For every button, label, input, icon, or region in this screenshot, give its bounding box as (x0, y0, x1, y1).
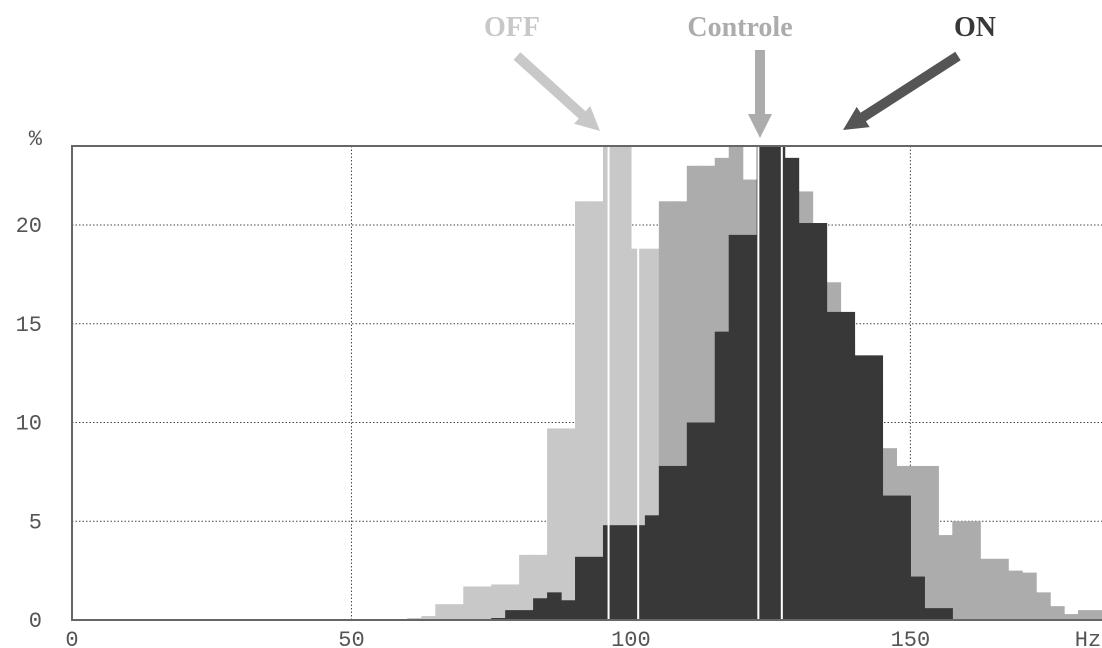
annotation-arrow-on (843, 51, 961, 130)
bar-on-1 (505, 610, 520, 620)
bar-controle-22 (952, 521, 967, 620)
bar-on-9 (616, 525, 632, 620)
y-tick-label-0: 0 (29, 609, 42, 634)
bar-on-31 (924, 608, 939, 620)
axis-ticks: 0 50 100 150 0 5 10 15 20 Hz% (16, 127, 1102, 648)
bar-on-22 (798, 223, 814, 620)
series-on-bars (491, 146, 953, 620)
bar-off-10 (547, 428, 562, 620)
bar-off-6 (491, 584, 506, 620)
y-tick-label-2: 10 (16, 412, 42, 437)
bar-on-29 (896, 495, 911, 620)
bar-off-3 (449, 604, 464, 620)
bar-on-3 (533, 598, 548, 620)
bar-controle-27 (1022, 572, 1037, 620)
x-tick-label-0: 0 (65, 628, 78, 648)
bar-off-15 (616, 146, 632, 620)
y-tick-label-3: 15 (16, 313, 42, 338)
bar-on-24 (826, 311, 842, 620)
x-tick-label-2: 100 (611, 628, 651, 648)
bar-off-11 (561, 428, 576, 620)
y-tick-label-4: 20 (16, 214, 42, 239)
y-axis-unit-label: % (29, 127, 43, 152)
bar-on-23 (812, 223, 828, 620)
bar-off-13 (589, 201, 604, 621)
plot-frame (71, 145, 1102, 621)
bar-controle-26 (1008, 570, 1023, 620)
x-axis-unit-label: Hz (1075, 628, 1101, 648)
annotation-label-off: OFF (484, 12, 540, 43)
bar-on-7 (589, 556, 604, 620)
bar-on-16 (714, 331, 730, 620)
bar-off-14 (602, 146, 618, 620)
bar-on-18 (742, 234, 758, 620)
bar-controle-28 (1036, 592, 1051, 620)
bar-controle-30 (1064, 614, 1079, 620)
bar-controle-31 (1078, 610, 1093, 620)
bar-controle-25 (994, 558, 1009, 620)
bar-on-14 (686, 422, 702, 620)
annotation-arrow-off (513, 52, 600, 131)
bar-on-25 (840, 311, 856, 620)
series-annotations: OFF Controle ON (484, 12, 996, 138)
bar-off-2 (435, 604, 450, 620)
y-tick-label-1: 5 (29, 510, 42, 535)
x-tick-label-3: 150 (891, 628, 931, 648)
bar-controle-21 (938, 535, 953, 620)
x-tick-label-1: 50 (338, 628, 364, 648)
bar-on-11 (644, 515, 660, 620)
annotation-label-controle: Controle (687, 12, 792, 43)
bar-on-5 (561, 600, 576, 620)
bar-on-6 (575, 556, 590, 620)
bar-controle-23 (966, 521, 981, 620)
bar-on-30 (910, 576, 925, 620)
annotation-label-on: ON (954, 12, 996, 43)
bar-on-26 (854, 355, 870, 620)
bar-controle-24 (980, 558, 995, 620)
bar-off-1 (421, 616, 436, 620)
bar-off-4 (463, 586, 478, 620)
bar-on-17 (728, 234, 744, 620)
bar-off-5 (477, 586, 492, 620)
bar-on-13 (672, 465, 688, 620)
bar-on-4 (547, 592, 562, 620)
bar-on-21 (784, 157, 800, 620)
annotation-arrow-controle (748, 50, 772, 138)
bar-on-12 (658, 465, 674, 620)
bar-off-8 (519, 554, 534, 620)
bar-on-28 (882, 495, 898, 620)
bar-on-27 (868, 355, 884, 620)
bar-on-19 (756, 146, 772, 620)
bar-on-20 (770, 146, 786, 620)
bar-controle-20 (924, 465, 939, 620)
bar-on-8 (602, 525, 618, 620)
bar-controle-29 (1050, 606, 1065, 620)
bar-controle-32 (1092, 610, 1102, 620)
bar-on-32 (938, 608, 953, 620)
bar-off-12 (575, 201, 590, 621)
bar-on-15 (700, 422, 716, 620)
bar-on-2 (519, 610, 534, 620)
median-lines (607, 146, 783, 620)
